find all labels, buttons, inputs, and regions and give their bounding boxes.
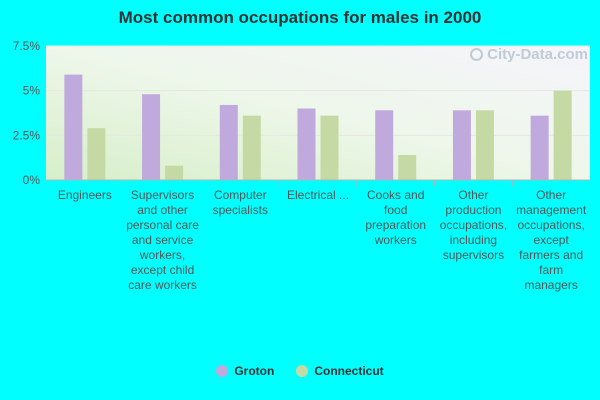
watermark: City-Data.com bbox=[470, 46, 588, 63]
bar-groton[interactable] bbox=[64, 74, 83, 180]
x-tick-label: Computer specialists bbox=[212, 188, 268, 217]
bar-groton[interactable] bbox=[530, 115, 549, 180]
y-tick-label: 5% bbox=[23, 84, 41, 98]
gridlines bbox=[46, 45, 590, 136]
x-tick-label: Engineers bbox=[57, 188, 112, 202]
bar-connecticut[interactable] bbox=[320, 115, 339, 180]
bar-groton[interactable] bbox=[142, 94, 161, 180]
bar-groton[interactable] bbox=[219, 104, 238, 180]
bar-groton[interactable] bbox=[297, 108, 316, 180]
legend: Groton Connecticut bbox=[0, 364, 600, 378]
bar-groton[interactable] bbox=[452, 110, 471, 180]
x-tick-label: Supervisors and other personal care and … bbox=[126, 188, 199, 292]
y-tick-label: 0% bbox=[23, 173, 41, 187]
x-tick-label: Other production occupations, including … bbox=[439, 188, 508, 262]
legend-swatch bbox=[216, 365, 229, 377]
legend-swatch bbox=[296, 365, 309, 377]
bar-connecticut[interactable] bbox=[165, 165, 184, 180]
bars bbox=[64, 74, 572, 186]
x-tick-label: Cooks and food preparation workers bbox=[365, 188, 427, 247]
legend-item-connecticut[interactable]: Connecticut bbox=[296, 364, 384, 378]
plot-area bbox=[46, 46, 590, 180]
chart-title: Most common occupations for males in 200… bbox=[118, 8, 482, 27]
y-axis-ticks: 0% 2.5% 5% 7.5% bbox=[13, 39, 41, 187]
legend-item-groton[interactable]: Groton bbox=[216, 364, 274, 378]
bar-connecticut[interactable] bbox=[87, 128, 106, 180]
legend-label: Groton bbox=[234, 364, 275, 378]
y-tick-label: 7.5% bbox=[13, 39, 41, 53]
bar-connecticut[interactable] bbox=[553, 90, 572, 180]
y-tick-label: 2.5% bbox=[13, 128, 41, 142]
x-tick-label: Other management occupations, except far… bbox=[516, 188, 587, 292]
x-tick-label: Electrical ... bbox=[286, 188, 349, 202]
magnifier-icon bbox=[470, 48, 484, 61]
bar-connecticut[interactable] bbox=[242, 115, 261, 180]
bar-connecticut[interactable] bbox=[475, 110, 494, 180]
watermark-text: City-Data.com bbox=[487, 46, 588, 63]
bar-groton[interactable] bbox=[375, 110, 394, 180]
legend-label: Connecticut bbox=[314, 364, 384, 378]
bar-connecticut[interactable] bbox=[398, 154, 417, 180]
